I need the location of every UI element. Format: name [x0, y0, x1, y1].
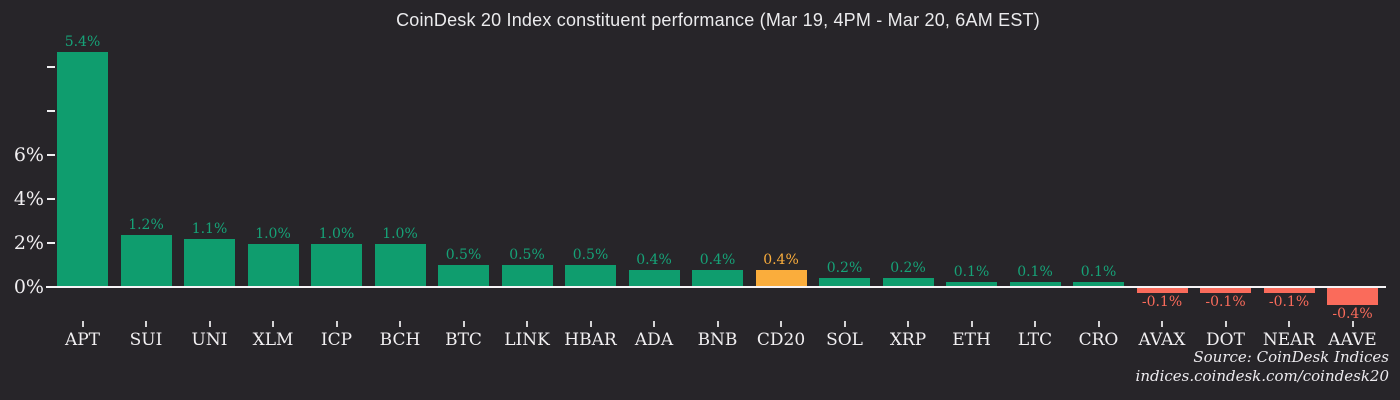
x-tick-mark	[272, 321, 274, 327]
source-text: Source: CoinDesk Indices	[1193, 348, 1389, 366]
x-axis-label-sol: SOL	[826, 330, 863, 350]
bar-value-label-sol: 0.2%	[826, 260, 863, 277]
bar-cd20	[755, 269, 807, 287]
x-axis-label-ada: ADA	[634, 330, 674, 350]
bar-value-label-avax: -0.1%	[1141, 294, 1183, 310]
x-axis-label-hbar: HBAR	[564, 330, 617, 350]
bar-apt	[57, 52, 108, 287]
x-axis-label-avax: AVAX	[1138, 330, 1186, 350]
x-tick-mark	[589, 321, 592, 327]
bar-ada	[628, 269, 680, 287]
bar-value-label-xlm: 1.0%	[255, 225, 291, 242]
x-tick-mark	[653, 321, 655, 327]
bar-hbar	[565, 265, 616, 287]
x-axis-label-bnb: BNB	[697, 330, 738, 350]
y-tick-mark	[47, 154, 55, 156]
x-tick-mark	[462, 321, 465, 327]
x-axis-label-uni: UNI	[191, 330, 228, 350]
x-axis-label-icp: ICP	[320, 330, 353, 350]
bar-value-label-near: -0.1%	[1268, 294, 1310, 310]
x-tick-mark	[1351, 321, 1354, 327]
bar-bnb	[692, 269, 743, 287]
x-tick-mark	[843, 321, 846, 327]
bar-value-label-eth: 0.1%	[953, 264, 990, 280]
bar-value-label-xrp: 0.2%	[890, 260, 926, 277]
bar-value-label-hbar: 0.5%	[572, 247, 609, 264]
bar-sui	[120, 234, 172, 287]
chart-title: CoinDesk 20 Index constituent performanc…	[396, 10, 1040, 30]
y-axis-label: 0%	[13, 276, 44, 298]
x-tick-mark	[145, 321, 147, 327]
bar-value-label-apt: 5.4%	[64, 34, 101, 51]
x-tick-mark	[1224, 321, 1227, 327]
x-axis-label-apt: APT	[64, 330, 101, 350]
x-tick-mark	[1097, 321, 1100, 327]
bar-eth	[946, 282, 997, 287]
bar-value-label-btc: 0.5%	[445, 247, 482, 264]
bar-avax	[1136, 288, 1188, 293]
source-attribution: Source: CoinDesk Indices indices.coindes…	[1136, 348, 1389, 386]
bar-bch	[374, 243, 426, 287]
bar-cro	[1073, 282, 1124, 287]
bar-ltc	[1009, 282, 1061, 287]
x-axis-label-near: NEAR	[1262, 330, 1316, 350]
y-axis-label: 4%	[13, 188, 44, 210]
x-axis-label-cd20: CD20	[756, 330, 806, 350]
bar-near	[1263, 288, 1315, 293]
bar-link	[501, 265, 553, 287]
x-tick-mark	[208, 321, 211, 327]
x-axis-label-btc: BTC	[445, 330, 482, 350]
x-tick-mark	[81, 321, 84, 327]
bar-value-label-link: 0.5%	[509, 247, 545, 264]
bar-btc	[438, 265, 489, 287]
y-axis-label: 2%	[13, 232, 44, 254]
x-tick-mark	[1161, 321, 1163, 327]
bar-value-label-sui: 1.2%	[128, 216, 164, 233]
x-axis-label-aave: AAVE	[1328, 330, 1377, 350]
bar-xlm	[247, 243, 299, 287]
bar-value-label-bch: 1.0%	[382, 225, 418, 242]
y-tick-mark	[47, 66, 55, 68]
bar-xrp	[882, 278, 934, 287]
x-tick-mark	[970, 321, 973, 327]
bar-value-label-cd20: 0.4%	[763, 251, 799, 268]
x-tick-mark	[1034, 321, 1036, 327]
bar-value-label-ada: 0.4%	[636, 251, 672, 268]
bar-value-label-bnb: 0.4%	[699, 251, 736, 268]
x-axis-label-sui: SUI	[129, 330, 163, 350]
bar-dot	[1200, 288, 1251, 293]
x-tick-mark	[780, 321, 782, 327]
bar-value-label-cro: 0.1%	[1080, 264, 1117, 280]
x-axis-label-cro: CRO	[1078, 330, 1119, 350]
bar-value-label-dot: -0.1%	[1205, 294, 1246, 310]
x-tick-mark	[526, 321, 528, 327]
bar-uni	[184, 239, 235, 287]
y-axis-label: 6%	[13, 144, 44, 166]
x-tick-mark	[1288, 321, 1290, 327]
x-axis-label-xrp: XRP	[889, 330, 927, 350]
bar-value-label-icp: 1.0%	[318, 225, 355, 242]
x-axis-label-eth: ETH	[952, 330, 991, 350]
y-tick-mark	[47, 242, 55, 244]
x-tick-mark	[335, 321, 338, 327]
bar-icp	[311, 243, 362, 287]
x-axis-label-link: LINK	[504, 330, 550, 350]
bar-value-label-ltc: 0.1%	[1017, 264, 1053, 280]
x-tick-mark	[716, 321, 719, 327]
y-tick-mark	[47, 110, 55, 112]
x-axis-label-ltc: LTC	[1017, 330, 1053, 350]
x-axis-line	[46, 286, 1386, 288]
bar-aave	[1327, 288, 1378, 306]
x-tick-mark	[399, 321, 401, 327]
x-axis-label-xlm: XLM	[252, 330, 294, 350]
x-axis-label-bch: BCH	[379, 330, 421, 350]
x-tick-mark	[907, 321, 909, 327]
bar-sol	[819, 278, 870, 287]
y-tick-mark	[47, 198, 55, 200]
bar-value-label-uni: 1.1%	[191, 221, 228, 238]
bar-value-label-aave: -0.4%	[1332, 306, 1373, 323]
x-axis-label-dot: DOT	[1206, 330, 1245, 350]
source-url: indices.coindesk.com/coindesk20	[1135, 367, 1389, 385]
